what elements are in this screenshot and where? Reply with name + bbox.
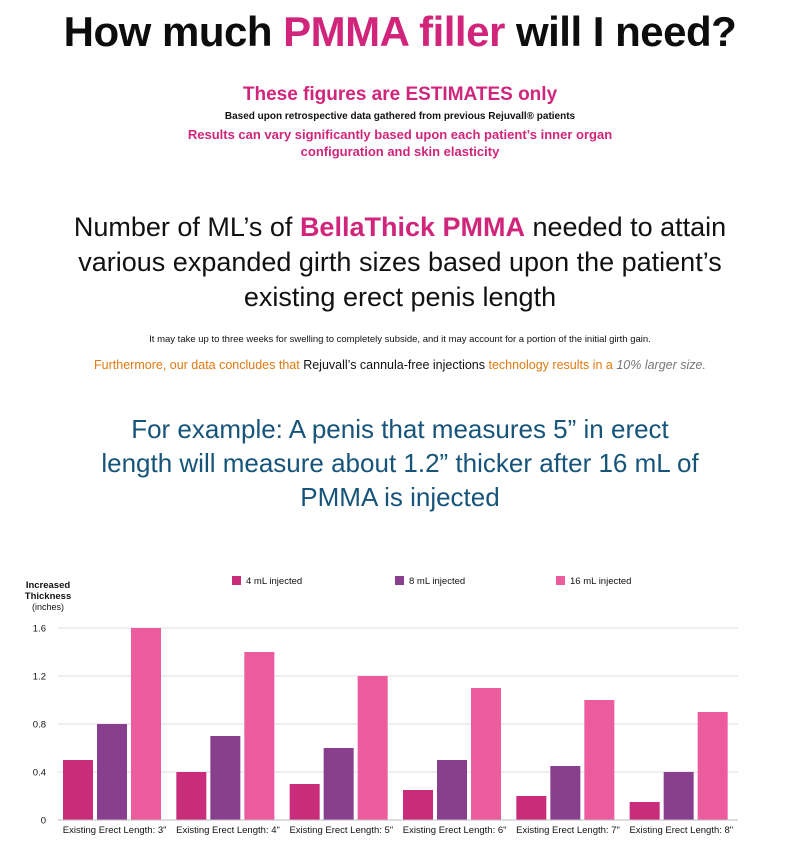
conclusion-part-2: Rejuvall’s cannula-free injections	[303, 358, 485, 372]
bar	[471, 688, 501, 820]
conclusion-note: Furthermore, our data concludes that Rej…	[0, 358, 800, 372]
y-tick-label: 1.6	[33, 624, 46, 635]
estimates-note: These figures are ESTIMATES only	[242, 84, 558, 105]
y-axis-title: Increased	[26, 580, 71, 591]
bar	[244, 652, 275, 820]
bar	[516, 796, 547, 820]
bar	[550, 766, 581, 820]
page-title: How much PMMA filler will I need?	[0, 8, 800, 56]
bar	[210, 736, 241, 820]
x-tick-label: Existing Erect Length: 7"	[516, 825, 620, 836]
y-axis-title: (inches)	[32, 602, 64, 612]
variation-note: Results can vary significantly based upo…	[187, 127, 613, 159]
bar	[629, 802, 660, 820]
legend-label: 4 mL injected	[246, 576, 302, 587]
bar	[663, 772, 694, 820]
intro-highlight: BellaThick PMMA	[299, 212, 525, 242]
title-suffix: will I need?	[504, 8, 737, 55]
conclusion-part-1: Furthermore, our data concludes that	[94, 358, 304, 372]
swelling-note: It may take up to three weeks for swelli…	[149, 334, 651, 345]
x-tick-label: Existing Erect Length: 5"	[289, 825, 393, 836]
legend-swatch	[395, 576, 404, 585]
intro-suffix: needed to attain various expanded girth …	[78, 212, 727, 312]
bar	[289, 784, 320, 820]
legend-swatch	[556, 576, 565, 585]
example-text: For example: A penis that measures 5” in…	[101, 414, 699, 512]
x-tick-label: Existing Erect Length: 8"	[629, 825, 733, 836]
bar	[131, 628, 161, 820]
bar	[403, 790, 433, 820]
bar	[323, 748, 354, 820]
x-tick-label: Existing Erect Length: 3"	[63, 825, 167, 836]
conclusion-part-4: 10% larger size.	[616, 358, 706, 372]
bar	[63, 760, 93, 820]
bar	[697, 712, 728, 820]
x-tick-label: Existing Erect Length: 4"	[176, 825, 280, 836]
bar	[357, 676, 388, 820]
conclusion-part-3: technology results in a	[485, 358, 617, 372]
bar	[97, 724, 127, 820]
intro-heading: Number of ML’s of BellaThick PMMA needed…	[40, 210, 760, 315]
based-note: Based upon retrospective data gathered f…	[224, 111, 576, 122]
y-tick-label: 0.4	[33, 768, 46, 779]
title-highlight: PMMA filler	[283, 8, 505, 55]
legend-label: 8 mL injected	[409, 576, 465, 587]
legend-swatch	[232, 576, 241, 585]
bar	[584, 700, 615, 820]
bar	[176, 772, 207, 820]
x-tick-label: Existing Erect Length: 6"	[403, 825, 507, 836]
y-tick-label: 0	[41, 816, 46, 827]
y-tick-label: 1.2	[33, 672, 46, 683]
y-tick-label: 0.8	[33, 720, 46, 731]
legend-label: 16 mL injected	[570, 576, 631, 587]
y-axis-title: Thickness	[25, 591, 71, 602]
title-prefix: How much	[63, 8, 284, 55]
bar	[437, 760, 467, 820]
intro-prefix: Number of ML’s of	[73, 212, 300, 242]
